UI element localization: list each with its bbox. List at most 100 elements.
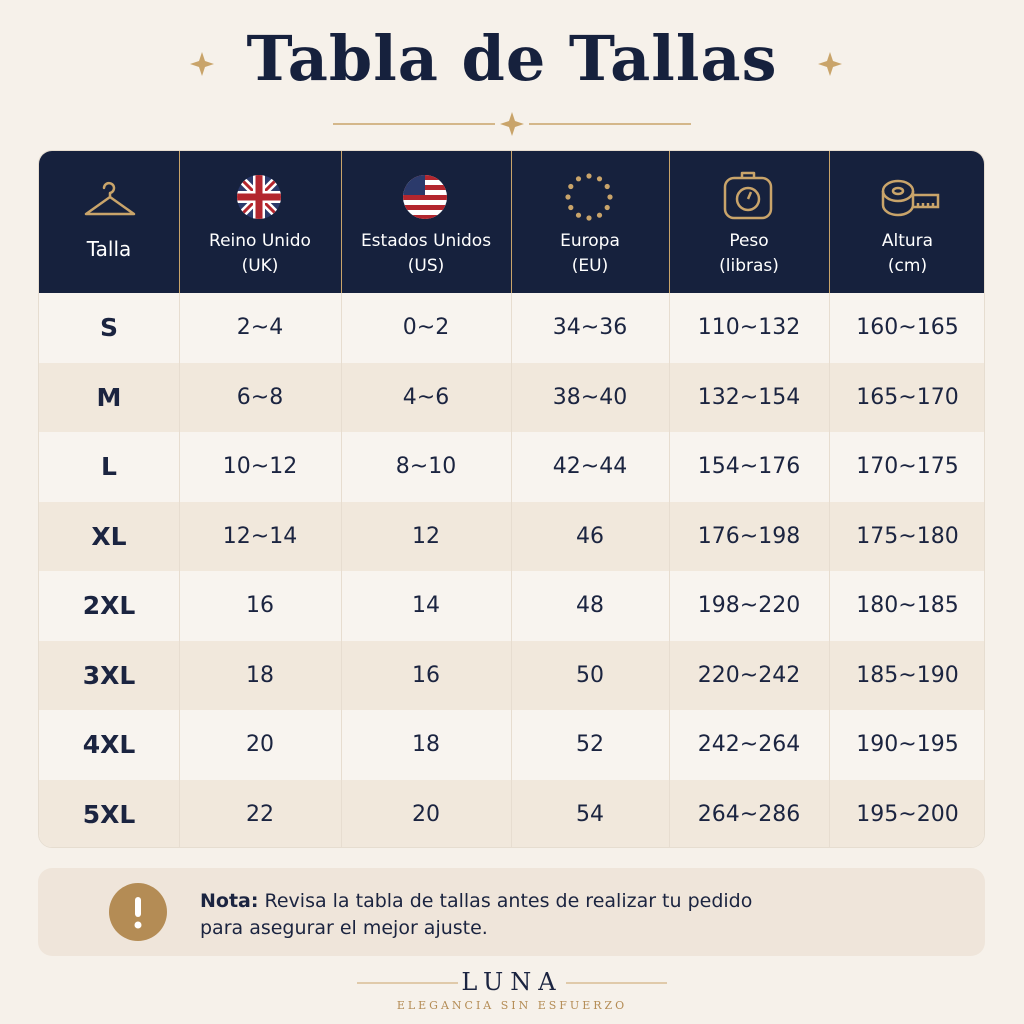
column-divider: [179, 293, 180, 847]
header-label: Talla: [39, 237, 179, 262]
header-line: Europa: [560, 231, 620, 251]
column-divider: [341, 293, 342, 847]
table-row: XL 12~14 12 46 176~198 175~180: [39, 501, 984, 571]
header-line: (libras): [719, 256, 779, 276]
header-divider: [179, 151, 180, 293]
note-label: Nota:: [200, 890, 259, 912]
note-icon: [109, 883, 167, 941]
table-cell: 52: [576, 732, 604, 757]
table-cell: 175~180: [856, 523, 959, 549]
table-cell: 16: [246, 593, 274, 618]
header-line: Reino Unido: [209, 231, 311, 251]
title-ornaments: [190, 52, 842, 136]
table-cell: 22: [246, 801, 274, 827]
header-label: Peso (libras): [669, 229, 829, 279]
table-cell: 18: [246, 662, 274, 688]
table-cell: 154~176: [697, 454, 801, 479]
header-line: Altura: [881, 231, 934, 251]
table-cell: 2~4: [236, 315, 284, 340]
note-text: Nota: Revisa la tabla de tallas antes de…: [200, 888, 752, 942]
table-cell: 54: [576, 801, 604, 827]
table-row: 5XL 22 20 54 264~286 195~200: [39, 779, 984, 847]
table-row: 2XL 16 14 48 198~220 180~185: [39, 571, 984, 641]
size-table: S 2~4 0~2 34~36 110~132 160~165 M 6~8 4~6 38~40 13…: [38, 150, 985, 848]
header-line: (US): [407, 256, 445, 276]
header-divider: [511, 151, 512, 293]
brand-rules: [357, 982, 667, 984]
table-row: L 10~12 8~10 42~44 154~176 170~175: [39, 432, 984, 502]
table-cell: 195~200: [856, 801, 959, 827]
table-cell: 38~40: [552, 384, 628, 410]
table-cell: 8~10: [395, 454, 457, 479]
header-label: Reino Unido (UK): [179, 229, 341, 279]
column-divider: [669, 293, 670, 847]
note-line: para asegurar el mejor ajuste.: [200, 917, 488, 939]
header-label: Altura (cm): [829, 229, 984, 279]
size-cell: 5XL: [82, 799, 136, 829]
header-cell: Estados Unidos (US): [341, 151, 511, 293]
tagline: ELEGANCIA SIN ESFUERZO: [396, 999, 628, 1012]
table-cell: 0~2: [402, 315, 450, 340]
table-cell: 170~175: [856, 454, 959, 479]
size-cell: 3XL: [82, 660, 136, 690]
size-cell: 2XL: [82, 591, 136, 620]
title: Tabla de Tallas: [246, 22, 778, 95]
table-row: 3XL 18 16 50 220~242 185~190: [39, 640, 984, 710]
table-cell: 180~185: [856, 593, 959, 618]
header-line: Estados Unidos: [360, 231, 492, 251]
table-cell: 50: [576, 662, 604, 688]
header-divider: [341, 151, 342, 293]
table-cell: 242~264: [697, 732, 801, 757]
column-divider: [829, 293, 830, 847]
header-line: Peso: [729, 231, 769, 251]
table-cell: 176~198: [697, 523, 801, 549]
header-line: (UK): [241, 256, 279, 276]
table-cell: 264~286: [697, 801, 801, 827]
header-divider: [669, 151, 670, 293]
note-box: Nota: Revisa la tabla de tallas antes de…: [38, 868, 985, 956]
table-row: S 2~4 0~2 34~36 110~132 160~165: [39, 293, 984, 363]
table-cell: 6~8: [236, 384, 284, 410]
table-cell: 12~14: [222, 523, 298, 549]
table-row: M 6~8 4~6 38~40 132~154 165~170: [39, 362, 984, 432]
table-cell: 4~6: [402, 384, 450, 410]
table-cell: 18: [412, 732, 440, 757]
table-cell: 46: [576, 523, 604, 549]
table-row: 4XL 20 18 52 242~264 190~195: [39, 710, 984, 780]
header-cell: Talla: [39, 151, 179, 293]
column-divider: [511, 293, 512, 847]
table-cell: 16: [412, 662, 440, 688]
table-cell: 190~195: [856, 732, 959, 757]
table-cell: 42~44: [552, 454, 628, 479]
header-label: Estados Unidos (US): [341, 229, 511, 279]
brand: LUNA: [461, 968, 563, 996]
table-cell: 160~165: [856, 315, 959, 340]
table-cell: 14: [412, 593, 440, 618]
size-cell: L: [101, 452, 117, 481]
table-cell: 34~36: [552, 315, 628, 340]
header-line: (EU): [571, 256, 609, 276]
table-cell: 20: [412, 801, 440, 827]
table-cell: 220~242: [697, 662, 801, 688]
header-cell: Europa (EU): [511, 151, 669, 293]
header-cell: Peso (libras): [669, 151, 829, 293]
table-cell: 12: [412, 523, 440, 549]
header-cell: Reino Unido (UK): [179, 151, 341, 293]
table-cell: 198~220: [697, 593, 801, 618]
table-cell: 185~190: [856, 662, 959, 688]
size-cell: XL: [91, 521, 127, 551]
table-cell: 110~132: [697, 315, 801, 340]
note-line: Revisa la tabla de tallas antes de reali…: [264, 890, 753, 912]
size-cell: S: [99, 313, 118, 342]
table-cell: 10~12: [222, 454, 298, 479]
header-line: Talla: [86, 237, 132, 261]
size-cell: 4XL: [82, 730, 136, 759]
table-cell: 165~170: [856, 384, 959, 410]
table-cell: 20: [246, 732, 274, 757]
table-cell: 48: [576, 593, 604, 618]
size-cell: M: [96, 382, 122, 412]
header-icons: [84, 171, 940, 221]
header-line: (cm): [887, 256, 928, 276]
header-label: Europa (EU): [511, 229, 669, 279]
